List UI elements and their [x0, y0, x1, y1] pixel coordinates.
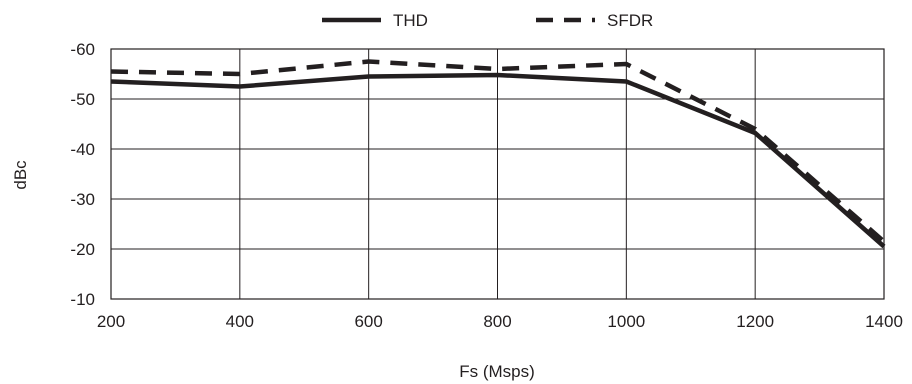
data-point-thd	[883, 245, 886, 248]
data-point-sfdr	[625, 63, 628, 66]
data-point-sfdr	[496, 68, 499, 71]
x-tick-label: 400	[226, 312, 254, 331]
y-tick-label: -20	[70, 240, 95, 259]
x-tick-label: 800	[483, 312, 511, 331]
y-tick-label: -60	[70, 40, 95, 59]
x-tick-label: 1000	[607, 312, 645, 331]
x-axis-label: Fs (Msps)	[459, 362, 535, 381]
y-tick-label: -40	[70, 140, 95, 159]
plot-frame	[110, 48, 885, 300]
legend: THD SFDR	[322, 11, 653, 30]
legend-label-thd: THD	[393, 11, 428, 30]
grid	[110, 48, 885, 300]
data-point-thd	[367, 75, 370, 78]
data-point-thd	[754, 132, 757, 135]
y-axis-label: dBc	[11, 160, 30, 190]
series-layer	[110, 59, 886, 249]
data-point-thd	[238, 85, 241, 88]
data-point-thd	[110, 80, 113, 83]
x-tick-label: 1200	[736, 312, 774, 331]
legend-label-sfdr: SFDR	[607, 11, 653, 30]
y-tick-label: -10	[70, 290, 95, 309]
data-point-sfdr	[367, 60, 370, 63]
x-tick-label: 200	[97, 312, 125, 331]
series-line-sfdr	[110, 59, 886, 244]
data-point-sfdr	[238, 73, 241, 76]
y-tick-label: -30	[70, 190, 95, 209]
data-point-thd	[625, 80, 628, 83]
data-point-thd	[496, 74, 499, 77]
x-tick-label: 600	[354, 312, 382, 331]
data-point-sfdr	[883, 240, 886, 243]
series-line-thd	[110, 72, 886, 249]
data-point-sfdr	[754, 128, 757, 131]
data-point-sfdr	[110, 70, 113, 73]
tick-labels: 200 400 600 800 1000 1200 1400 -60 -50 -40 -30 -20 -…	[70, 40, 902, 331]
x-tick-label: 1400	[865, 312, 903, 331]
y-tick-label: -50	[70, 90, 95, 109]
